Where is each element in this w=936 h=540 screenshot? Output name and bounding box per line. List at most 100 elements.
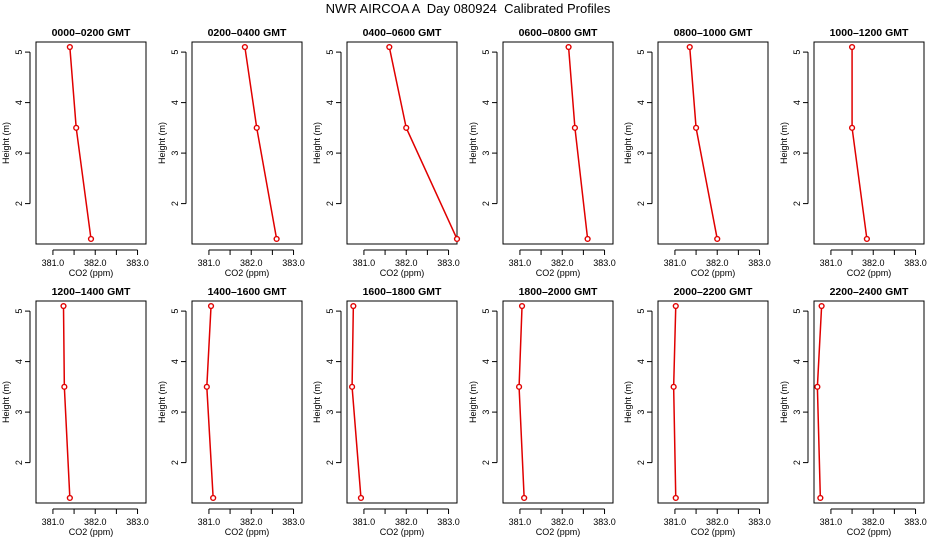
x-tick-label: 381.0 xyxy=(509,517,532,527)
y-tick-label: 2 xyxy=(325,201,335,206)
y-tick-label: 3 xyxy=(14,410,24,415)
x-axis-label: CO2 (ppm) xyxy=(69,527,114,537)
y-tick-label: 3 xyxy=(481,410,491,415)
y-tick-label: 2 xyxy=(170,460,180,465)
data-point xyxy=(60,302,67,310)
profile-line xyxy=(518,306,525,498)
y-tick-label: 4 xyxy=(481,359,491,364)
y-tick-label: 2 xyxy=(636,460,646,465)
y-tick-label: 5 xyxy=(170,50,180,55)
panel-title: 0600–0800 GMT xyxy=(519,27,598,39)
x-axis-label: CO2 (ppm) xyxy=(847,527,892,537)
plot-frame xyxy=(191,300,303,504)
y-axis-label: Height (m) xyxy=(312,381,322,423)
y-tick-label: 2 xyxy=(14,201,24,206)
data-point xyxy=(273,235,280,243)
x-axis-label: CO2 (ppm) xyxy=(380,268,425,278)
y-axis-label: Height (m) xyxy=(468,122,478,164)
y-tick-label: 3 xyxy=(636,410,646,415)
x-tick-label: 382.0 xyxy=(551,517,574,527)
data-point xyxy=(670,383,677,390)
x-tick-label: 383.0 xyxy=(437,258,460,268)
y-tick-label: 4 xyxy=(170,359,180,364)
y-axis-label: Height (m) xyxy=(779,381,789,423)
data-point xyxy=(817,494,824,502)
profile-panel: 0200–0400 GMT 381.0 382.0 383.0 CO2 (ppm) 2 3 4… xyxy=(157,27,305,278)
data-point xyxy=(210,494,217,502)
panel-title: 1000–1200 GMT xyxy=(830,27,909,39)
profile-panel: 2000–2200 GMT 381.0 382.0 383.0 CO2 (ppm) 2 3 4… xyxy=(623,286,771,537)
y-tick-label: 5 xyxy=(481,309,491,314)
data-point xyxy=(518,302,526,310)
data-point xyxy=(73,124,80,131)
plot-frame xyxy=(35,300,147,504)
data-point xyxy=(61,383,68,390)
y-tick-label: 4 xyxy=(14,359,24,364)
plot-frame xyxy=(813,41,925,245)
plot-frame xyxy=(35,41,147,245)
x-tick-label: 381.0 xyxy=(509,258,532,268)
x-axis-label: CO2 (ppm) xyxy=(536,527,581,537)
profile-panel: 2200–2400 GMT 381.0 382.0 383.0 CO2 (ppm) 2 3 4… xyxy=(779,286,927,537)
x-axis-label: CO2 (ppm) xyxy=(691,268,736,278)
panel-title: 0000–0200 GMT xyxy=(52,27,131,39)
panel-title: 1400–1600 GMT xyxy=(208,286,287,298)
y-tick-label: 5 xyxy=(14,309,24,314)
x-tick-label: 381.0 xyxy=(353,258,376,268)
panel-title: 0400–0600 GMT xyxy=(363,27,442,39)
x-tick-label: 381.0 xyxy=(664,517,687,527)
profile-line xyxy=(351,306,362,499)
y-tick-label: 3 xyxy=(792,151,802,156)
data-point xyxy=(403,124,410,131)
y-tick-label: 4 xyxy=(325,100,335,105)
y-tick-label: 5 xyxy=(792,50,802,55)
y-tick-label: 3 xyxy=(325,410,335,415)
y-axis-label: Height (m) xyxy=(157,381,167,423)
data-point xyxy=(818,302,825,310)
plot-frame xyxy=(191,41,303,245)
x-tick-label: 383.0 xyxy=(126,258,149,268)
data-point xyxy=(672,302,679,310)
x-axis-label: CO2 (ppm) xyxy=(69,268,114,278)
plot-frame xyxy=(502,300,614,504)
x-tick-label: 381.0 xyxy=(198,517,221,527)
x-tick-label: 381.0 xyxy=(42,258,65,268)
data-point xyxy=(350,302,357,310)
x-axis-label: CO2 (ppm) xyxy=(380,527,425,537)
data-point xyxy=(453,235,461,243)
x-axis-label: CO2 (ppm) xyxy=(225,527,270,537)
data-point xyxy=(672,494,679,502)
x-tick-label: 381.0 xyxy=(198,258,221,268)
x-axis-label: CO2 (ppm) xyxy=(691,527,736,537)
y-tick-label: 3 xyxy=(325,151,335,156)
y-tick-label: 2 xyxy=(481,460,491,465)
y-tick-label: 4 xyxy=(14,100,24,105)
profile-line xyxy=(672,306,677,498)
data-point xyxy=(515,383,523,390)
data-point xyxy=(714,235,721,243)
profile-panel: 1200–1400 GMT 381.0 382.0 383.0 CO2 (ppm) 2 3 4… xyxy=(1,286,149,537)
profile-line xyxy=(62,306,71,498)
profile-panel: 0400–0600 GMT 381.0 382.0 383.0 CO2 (ppm) 2 3 4… xyxy=(312,27,461,278)
x-tick-label: 381.0 xyxy=(820,517,843,527)
x-tick-label: 383.0 xyxy=(282,517,305,527)
panel-title: 1800–2000 GMT xyxy=(519,286,598,298)
y-tick-label: 3 xyxy=(170,410,180,415)
x-tick-label: 383.0 xyxy=(748,517,771,527)
x-axis-label: CO2 (ppm) xyxy=(536,268,581,278)
y-tick-label: 5 xyxy=(636,50,646,55)
x-tick-label: 383.0 xyxy=(904,258,927,268)
y-tick-label: 5 xyxy=(325,50,335,55)
y-tick-label: 4 xyxy=(792,100,802,105)
x-tick-label: 383.0 xyxy=(126,517,149,527)
x-tick-label: 382.0 xyxy=(395,517,418,527)
panel-title: 1600–1800 GMT xyxy=(363,286,442,298)
y-axis-label: Height (m) xyxy=(157,122,167,164)
profile-panel: 1000–1200 GMT 381.0 382.0 383.0 CO2 (ppm) 2 3 4… xyxy=(779,27,927,278)
y-tick-label: 5 xyxy=(170,309,180,314)
plot-frame xyxy=(657,41,769,245)
x-tick-label: 381.0 xyxy=(42,517,65,527)
x-tick-label: 382.0 xyxy=(862,517,885,527)
y-tick-label: 4 xyxy=(170,100,180,105)
